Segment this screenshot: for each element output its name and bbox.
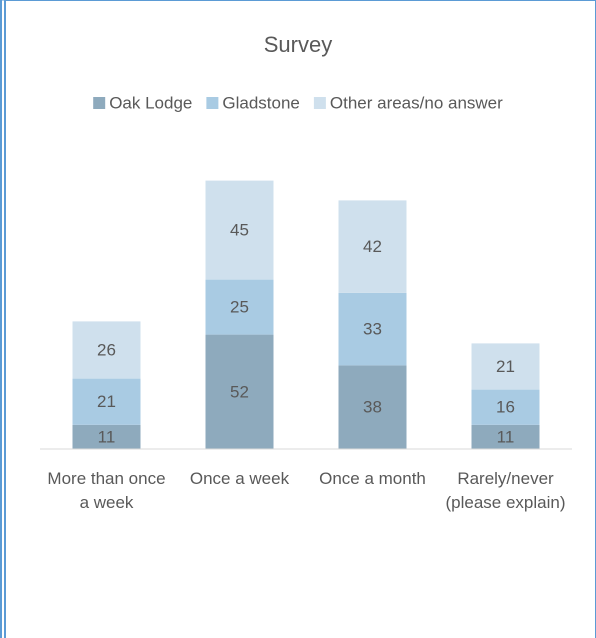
bar-segment	[72, 321, 141, 379]
bar-segment	[205, 180, 274, 280]
data-label: 21	[97, 392, 116, 411]
x-tick-label: More than once a week	[47, 469, 166, 512]
x-tick-label: Once a week	[189, 469, 290, 488]
data-label: 16	[496, 398, 515, 417]
bar-segment	[205, 334, 274, 449]
x-tick-label: Once a month	[319, 469, 426, 488]
bar-segment	[471, 424, 540, 449]
legend-swatch	[206, 97, 219, 109]
data-label: 21	[496, 357, 515, 376]
bar-segment	[72, 378, 141, 425]
bar-segment	[471, 389, 540, 425]
chart-title: Survey	[264, 32, 332, 57]
data-label: 42	[363, 237, 382, 256]
legend-label: Other areas/no answer	[330, 93, 503, 112]
bar-segment	[338, 365, 407, 449]
bar-segment	[205, 279, 274, 335]
data-label: 25	[230, 298, 249, 317]
data-label: 45	[230, 221, 249, 240]
data-label: 38	[363, 398, 382, 417]
data-label: 26	[97, 340, 116, 359]
bar-segment	[338, 292, 407, 366]
x-tick-label: Rarely/never (please explain)	[445, 469, 566, 512]
bar-segment	[471, 343, 540, 390]
data-label: 11	[98, 427, 116, 446]
legend-swatch	[93, 97, 106, 109]
legend-swatch	[313, 97, 326, 109]
data-label: 52	[230, 382, 249, 401]
data-label: 33	[363, 320, 382, 339]
legend-label: Gladstone	[222, 93, 300, 112]
data-label: 11	[497, 427, 515, 446]
bar-segment	[338, 200, 407, 293]
bar-segment	[72, 424, 141, 449]
legend-label: Oak Lodge	[109, 93, 192, 112]
